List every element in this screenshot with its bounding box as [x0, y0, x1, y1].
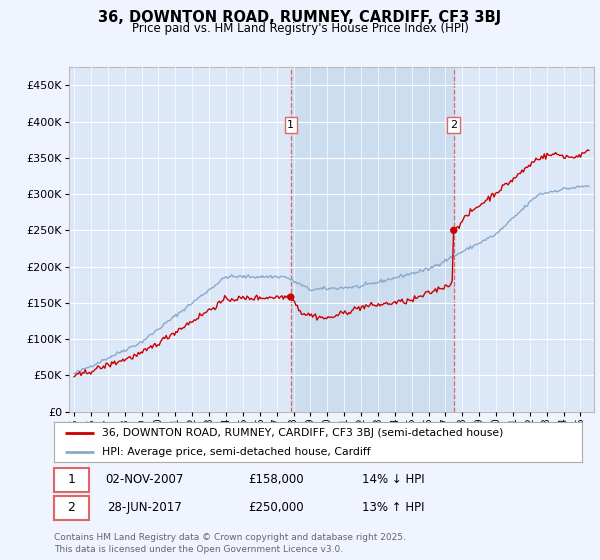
Text: Price paid vs. HM Land Registry's House Price Index (HPI): Price paid vs. HM Land Registry's House … [131, 22, 469, 35]
Text: 13% ↑ HPI: 13% ↑ HPI [362, 501, 424, 515]
Text: 14% ↓ HPI: 14% ↓ HPI [362, 473, 424, 487]
Text: 1: 1 [287, 120, 295, 130]
Text: £250,000: £250,000 [248, 501, 304, 515]
Point [286, 292, 296, 301]
Text: 36, DOWNTON ROAD, RUMNEY, CARDIFF, CF3 3BJ (semi-detached house): 36, DOWNTON ROAD, RUMNEY, CARDIFF, CF3 3… [101, 428, 503, 438]
Text: £158,000: £158,000 [248, 473, 304, 487]
Text: 1: 1 [67, 473, 76, 487]
Bar [291, 67, 454, 412]
Text: HPI: Average price, semi-detached house, Cardiff: HPI: Average price, semi-detached house,… [101, 447, 370, 457]
Point [449, 226, 458, 235]
Text: 28-JUN-2017: 28-JUN-2017 [107, 501, 181, 515]
Text: 02-NOV-2007: 02-NOV-2007 [105, 473, 183, 487]
Text: 2: 2 [450, 120, 457, 130]
Text: Contains HM Land Registry data © Crown copyright and database right 2025.
This d: Contains HM Land Registry data © Crown c… [54, 533, 406, 554]
Text: 36, DOWNTON ROAD, RUMNEY, CARDIFF, CF3 3BJ: 36, DOWNTON ROAD, RUMNEY, CARDIFF, CF3 3… [98, 10, 502, 25]
Text: 2: 2 [67, 501, 76, 515]
